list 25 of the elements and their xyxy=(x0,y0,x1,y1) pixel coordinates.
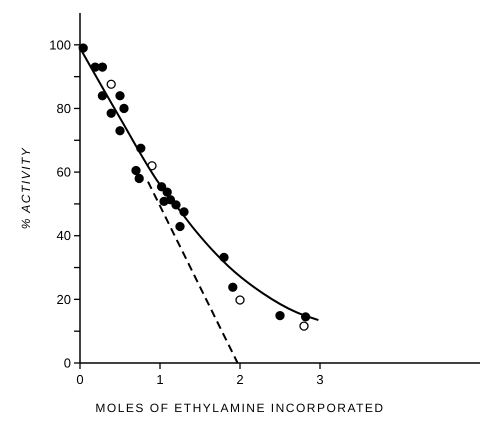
point xyxy=(115,91,125,100)
y-tick-label: 0 xyxy=(64,356,71,370)
y-tick-label: 40 xyxy=(56,228,71,244)
point xyxy=(119,104,129,114)
point xyxy=(235,295,245,305)
y-axis-title: % ACTIVITY xyxy=(19,146,33,230)
point xyxy=(299,321,309,331)
y-tick-label: 20 xyxy=(56,292,71,307)
y-tick-label: 60 xyxy=(56,164,71,180)
point xyxy=(228,282,238,292)
x-tick-label: 0 xyxy=(76,372,84,387)
point xyxy=(131,166,141,176)
y-tick-label: 80 xyxy=(56,100,71,116)
x-tick-label: 1 xyxy=(156,372,164,387)
point xyxy=(275,310,285,320)
point xyxy=(98,62,108,72)
x-axis-title: MOLES OF ETHYLAMINE INCORPORATED xyxy=(95,401,385,415)
point xyxy=(106,80,116,89)
point xyxy=(115,126,125,136)
x-tick-label: 3 xyxy=(316,372,324,387)
point xyxy=(175,222,185,232)
x-tick-label: 2 xyxy=(236,372,244,387)
y-tick-label: 100 xyxy=(49,37,71,52)
point xyxy=(134,174,144,184)
point xyxy=(106,108,116,118)
